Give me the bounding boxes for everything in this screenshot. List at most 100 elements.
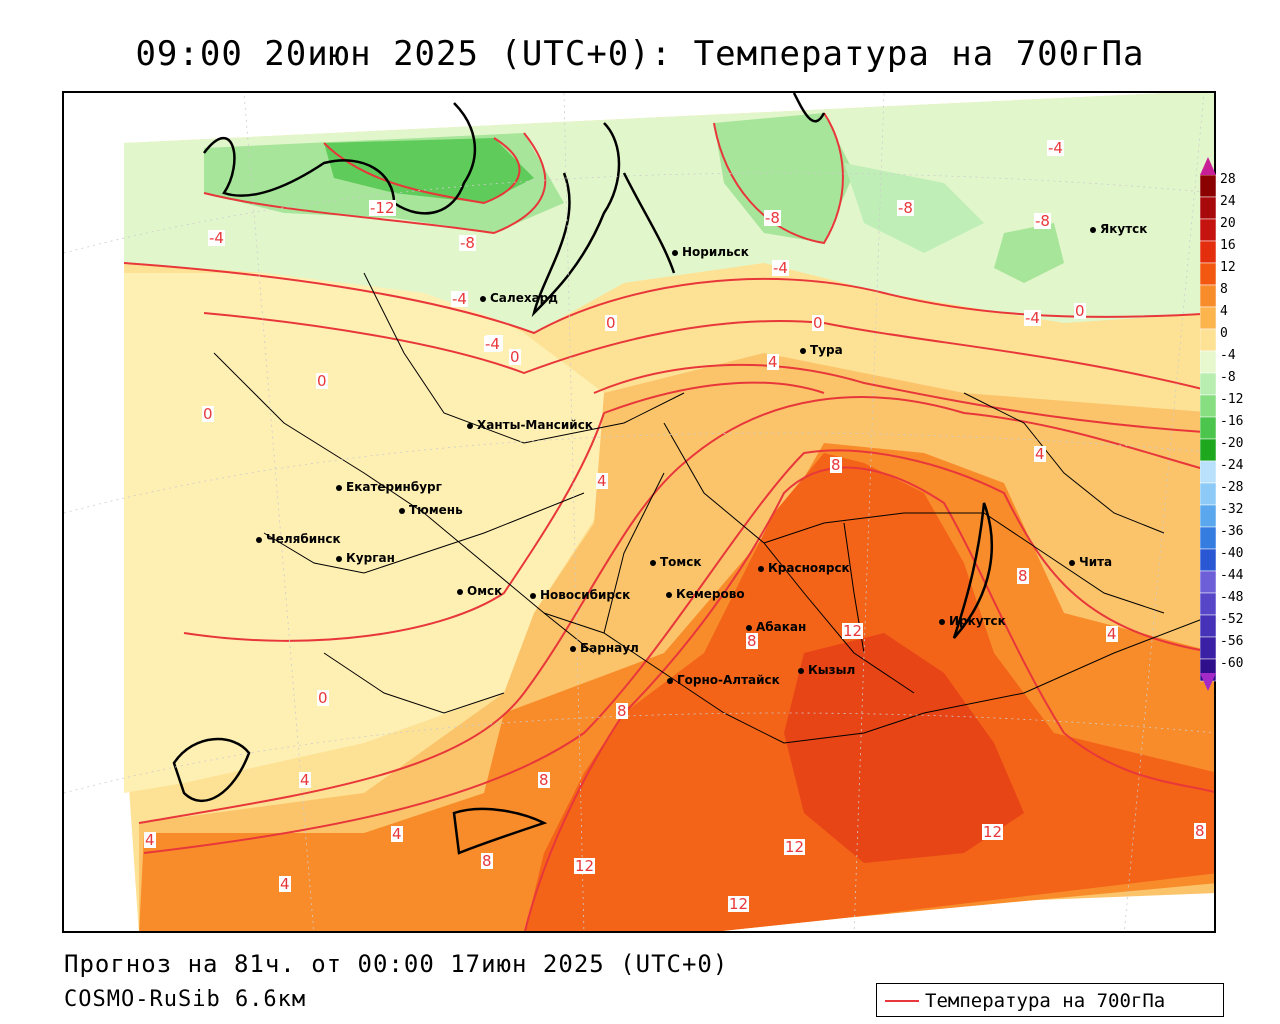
colorbar-swatch: [1200, 614, 1217, 638]
city-novosibirsk: Новосибирск: [530, 588, 630, 602]
contour-label: 8: [481, 852, 493, 870]
colorbar-tick-label: -60: [1220, 656, 1244, 671]
contour-label: -4: [208, 229, 225, 247]
coastline: [172, 93, 993, 855]
contour-label: -8: [897, 199, 914, 217]
contour-label: -8: [1034, 212, 1051, 230]
colorbar-swatch: [1200, 306, 1217, 330]
colorbar: [1200, 157, 1217, 691]
contour-lines: [123, 112, 1214, 931]
colorbar-tick-label: -8: [1220, 370, 1236, 385]
contour-label: 4: [767, 353, 779, 371]
contour-label: 12: [784, 838, 806, 856]
colorbar-tick-label: -4: [1220, 348, 1236, 363]
zone-minus12-west: [324, 138, 534, 203]
colorbar-swatch: [1200, 416, 1217, 440]
zone-minus8-east3: [844, 163, 984, 253]
contour-label: 4: [279, 875, 291, 893]
colorbar-tick-label: -16: [1220, 414, 1244, 429]
contour-label: 8: [746, 632, 758, 650]
colorbar-arrow-bottom: [1200, 673, 1216, 691]
colorbar-tick-label: 4: [1220, 304, 1228, 319]
colorbar-tick-label: -20: [1220, 436, 1244, 451]
contour-label: -4: [484, 335, 501, 353]
contour-label: 12: [842, 622, 864, 640]
contour-label: -12: [369, 199, 396, 217]
colorbar-swatch: [1200, 504, 1217, 528]
city-chelyabinsk: Челябинск: [256, 532, 341, 546]
contour-label: 4: [1106, 625, 1118, 643]
colorbar-swatch: [1200, 592, 1217, 616]
forecast-info: Прогноз на 81ч. от 00:00 17июн 2025 (UTC…: [64, 950, 729, 978]
colorbar-tick-label: 28: [1220, 172, 1236, 187]
colorbar-swatch: [1200, 570, 1217, 594]
contour-label: -4: [772, 259, 789, 277]
colorbar-arrow-top: [1200, 157, 1216, 175]
colorbar-tick-label: 8: [1220, 282, 1228, 297]
legend: Температура на 700гПа: [876, 983, 1224, 1017]
colorbar-swatch: [1200, 460, 1217, 484]
city-omsk: Омск: [457, 584, 502, 598]
contour-label: 4: [596, 472, 608, 490]
zone-core: [784, 633, 1024, 863]
city-abakan: Абакан: [746, 620, 806, 634]
contour-label: -8: [459, 234, 476, 252]
page-title: 09:00 20июн 2025 (UTC+0): Температура на…: [135, 34, 1145, 74]
contour-label: 4: [299, 771, 311, 789]
contour-label: 12: [574, 857, 596, 875]
colorbar-tick-label: 20: [1220, 216, 1236, 231]
contour-label: -4: [1047, 139, 1064, 157]
city-tura: Тура: [800, 343, 843, 357]
contour-label: 0: [202, 405, 214, 423]
colorbar-swatch: [1200, 350, 1217, 374]
contour-label: -8: [764, 209, 781, 227]
contour-label: -4: [1024, 309, 1041, 327]
region-borders: [213, 272, 1214, 744]
city-irkutsk: Иркутск: [939, 614, 1006, 628]
contour-label: 0: [812, 314, 824, 332]
city-khanty-mansiysk: Ханты-Мансийск: [467, 418, 593, 432]
city-chita: Чита: [1069, 555, 1112, 569]
contour-label: 4: [1034, 445, 1046, 463]
colorbar-swatch: [1200, 438, 1217, 462]
colorbar-swatch: [1200, 394, 1217, 418]
colorbar-tick-label: -36: [1220, 524, 1244, 539]
city-tyumen: Тюмень: [399, 503, 463, 517]
contour-label: 12: [728, 895, 750, 913]
city-gorno-altaysk: Горно-Алтайск: [667, 673, 780, 687]
map-frame[interactable]: -4 -12 -8 -8 -8 -8 -4 -4 -4 -4 -4 0 0 0 …: [62, 91, 1216, 933]
city-yakutsk: Якутск: [1090, 222, 1147, 236]
contour-label: 8: [1194, 822, 1206, 840]
city-yekaterinburg: Екатеринбург: [336, 480, 442, 494]
city-krasnoyarsk: Красноярск: [758, 561, 850, 575]
contour-label: 0: [317, 689, 329, 707]
contour-label: -4: [451, 290, 468, 308]
colorbar-tick-label: 12: [1220, 260, 1236, 275]
city-kurgan: Курган: [336, 551, 395, 565]
contour-label: 4: [391, 825, 403, 843]
contour-label: 0: [605, 314, 617, 332]
colorbar-swatch: [1200, 328, 1217, 352]
city-kyzyl: Кызыл: [798, 663, 855, 677]
model-info: COSMO-RuSib 6.6км: [64, 987, 307, 1012]
colorbar-tick-label: 16: [1220, 238, 1236, 253]
zone-minus8-east: [714, 113, 854, 243]
city-norilsk: Норильск: [672, 245, 749, 259]
colorbar-swatch: [1200, 636, 1217, 660]
colorbar-tick-label: -32: [1220, 502, 1244, 517]
colorbar-tick-label: -24: [1220, 458, 1244, 473]
colorbar-swatch: [1200, 240, 1217, 264]
contour-label: 4: [144, 831, 156, 849]
zone-minus8-east2: [994, 223, 1064, 283]
colorbar-swatch: [1200, 284, 1217, 308]
contour-label: 0: [1074, 302, 1086, 320]
city-kemerovo: Кемерово: [666, 587, 745, 601]
city-barnaul: Барнаул: [570, 641, 639, 655]
colorbar-swatch: [1200, 196, 1217, 220]
colorbar-swatch: [1200, 482, 1217, 506]
colorbar-swatch: [1200, 218, 1217, 242]
city-salekhard: Салехард: [480, 291, 558, 305]
colorbar-swatches: [1200, 174, 1217, 682]
contour-label: 0: [316, 372, 328, 390]
zone-0-4: [124, 273, 624, 793]
